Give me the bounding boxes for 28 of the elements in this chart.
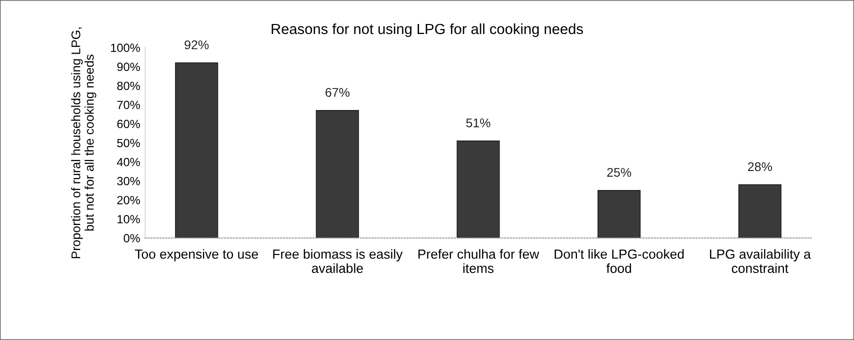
x-tick-label: Free biomass is easily available: [273, 249, 403, 274]
y-tick-label: 0%: [124, 234, 140, 242]
y-tick-label: 50%: [117, 138, 140, 148]
y-tick-label: 30%: [117, 176, 140, 186]
y-tick-label: 60%: [117, 120, 140, 128]
bar: [738, 184, 782, 238]
y-tick-label: 100%: [111, 44, 140, 52]
bar: [456, 140, 500, 238]
y-tick-label: 10%: [118, 214, 140, 224]
data-label: 51%: [466, 118, 490, 128]
x-tick-label: Prefer chulha for few items: [418, 249, 540, 274]
y-tick-label: 40%: [116, 158, 140, 166]
x-tick-label: Too expensive to use: [134, 249, 258, 262]
y-tick-label: 70%: [117, 100, 140, 110]
bar: [598, 190, 641, 238]
x-tick-label: Don't like LPG-cooked food: [554, 249, 684, 274]
x-tick-label: LPG availability a constraint: [710, 249, 811, 274]
bar: [316, 110, 359, 238]
data-label: 28%: [748, 162, 772, 172]
data-label: 67%: [326, 88, 350, 97]
y-tick-label: 80%: [117, 82, 140, 90]
y-tick-label: 20%: [117, 196, 140, 204]
data-label: 25%: [607, 168, 632, 177]
y-axis-title: Proportion of rural households using LPG, but not for all the cooking needs: [71, 28, 96, 258]
chart-title: Reasons for not using LPG for all cooking needs: [272, 23, 583, 38]
y-tick-label: 90%: [117, 62, 140, 72]
data-label: 92%: [184, 40, 209, 50]
bar: [175, 62, 218, 238]
